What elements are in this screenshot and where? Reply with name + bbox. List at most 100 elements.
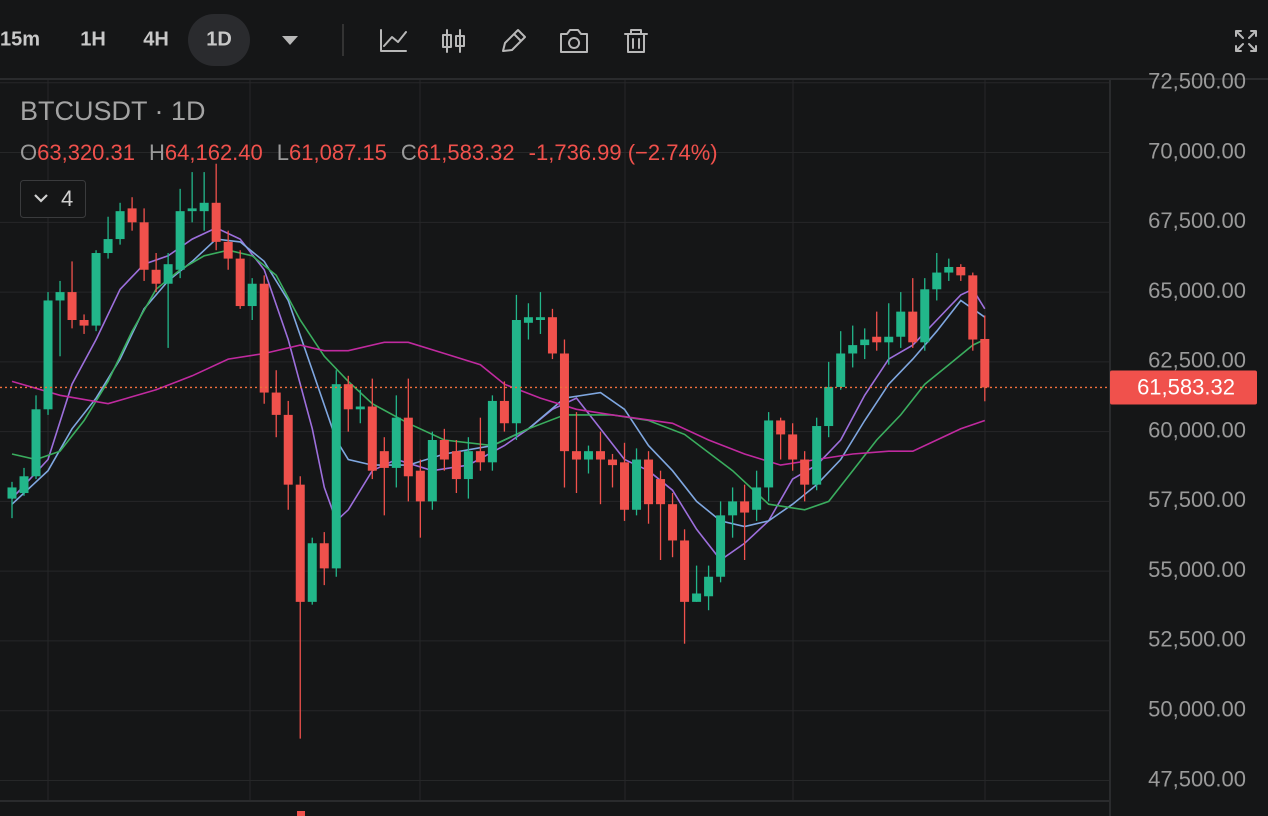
candle-body [583, 451, 593, 460]
candle-body [115, 211, 125, 240]
price-axis: 47,500.00 50,000.00 52,500.00 55,000.00 57,5… [1148, 69, 1246, 792]
screenshot-icon[interactable] [560, 29, 588, 53]
candle-body [379, 451, 389, 468]
close-label: C [401, 140, 417, 165]
time-marker [297, 811, 305, 816]
interval-dropdown[interactable] [282, 36, 298, 45]
candle-body [668, 504, 678, 541]
candle-body [163, 264, 173, 284]
candle-body [559, 353, 569, 452]
candle-body [151, 269, 161, 284]
candle-body [860, 339, 870, 346]
open-label: O [20, 140, 37, 165]
candle-body [944, 266, 954, 273]
candle-body [776, 420, 786, 435]
y-tick-label: 72,500.00 [1148, 69, 1246, 94]
candle-body [608, 459, 617, 466]
candle-body [704, 576, 714, 597]
candle-body [908, 311, 918, 343]
indicator-toggle[interactable] [20, 180, 86, 218]
candle-body [67, 292, 77, 320]
candle-body [620, 462, 630, 510]
draw-icon[interactable] [502, 29, 526, 52]
candle-body [800, 459, 810, 485]
y-tick-label: 62,500.00 [1148, 348, 1246, 373]
y-tick-label: 55,000.00 [1148, 557, 1246, 582]
candle-type-icon[interactable] [442, 29, 465, 53]
candle-body [932, 272, 942, 290]
candle-body [535, 317, 545, 320]
candle-body [175, 211, 185, 270]
candle-body [79, 320, 89, 326]
y-tick-label: 47,500.00 [1148, 766, 1246, 791]
candle-body [427, 440, 437, 502]
candle-body [896, 311, 906, 337]
candle-body [235, 258, 245, 307]
y-tick-label: 65,000.00 [1148, 278, 1246, 303]
open-value: 63,320.31 [37, 140, 135, 165]
interval-button[interactable]: 15m [0, 28, 40, 50]
candle-body [740, 501, 750, 513]
delete-icon[interactable] [624, 29, 648, 53]
y-tick-label: 70,000.00 [1148, 138, 1246, 163]
candle-body [884, 336, 894, 343]
candle-body [632, 459, 642, 510]
grid [0, 82, 1110, 781]
candle-body [487, 400, 497, 463]
candle-body [271, 392, 281, 415]
interval-button[interactable]: 1D [206, 28, 232, 50]
candle-body [403, 417, 413, 477]
candle-body [956, 266, 966, 276]
candle-body [415, 470, 425, 502]
candle-body [511, 320, 521, 424]
plot-area [0, 80, 1110, 800]
high-label: H [149, 140, 165, 165]
candle-body [91, 253, 101, 326]
candle-body [295, 484, 305, 602]
low-value: 61,087.15 [289, 140, 387, 165]
candle-body [283, 414, 293, 485]
candle-body [103, 239, 113, 254]
candle-body [355, 406, 365, 410]
candle-body [872, 336, 882, 343]
chart-title: BTCUSDT · 1D [20, 96, 206, 126]
candle-body [968, 275, 978, 340]
candle-body [223, 241, 233, 259]
candles [7, 163, 990, 739]
candle-body [451, 451, 461, 480]
ohlc-legend: O63,320.31 H64,162.40 L61,087.15 C61,583.32… [20, 140, 718, 165]
candle-body [19, 476, 29, 494]
candle-body [43, 300, 53, 410]
y-tick-label: 57,500.00 [1148, 487, 1246, 512]
candle-body [187, 208, 197, 212]
candle-body [571, 451, 581, 460]
candle-body [788, 434, 798, 460]
candle-body [644, 459, 654, 505]
candle-body [824, 386, 834, 427]
candle-body [463, 451, 473, 480]
fullscreen-icon[interactable] [1235, 30, 1257, 52]
chevron [34, 194, 48, 203]
interval-button[interactable]: 1H [80, 28, 106, 50]
candle-body [980, 338, 990, 388]
candle-body [211, 202, 221, 242]
low-label: L [277, 140, 289, 165]
change-value: -1,736.99 (−2.74%) [529, 140, 718, 165]
candle-body [920, 289, 930, 343]
interval-button[interactable]: 4H [143, 28, 169, 50]
candle-body [848, 345, 858, 354]
candle-body [752, 487, 762, 510]
y-tick-label: 60,000.00 [1148, 417, 1246, 442]
indicator-icon[interactable] [380, 29, 407, 52]
candle-body [391, 417, 401, 468]
candle-body [31, 409, 41, 477]
close-value: 61,583.32 [417, 140, 515, 165]
candle-body [595, 451, 605, 460]
candle-body [656, 479, 666, 505]
candle-body [127, 208, 137, 223]
candle-body [764, 420, 774, 488]
candle-body [307, 543, 317, 602]
candle-body [199, 202, 209, 212]
